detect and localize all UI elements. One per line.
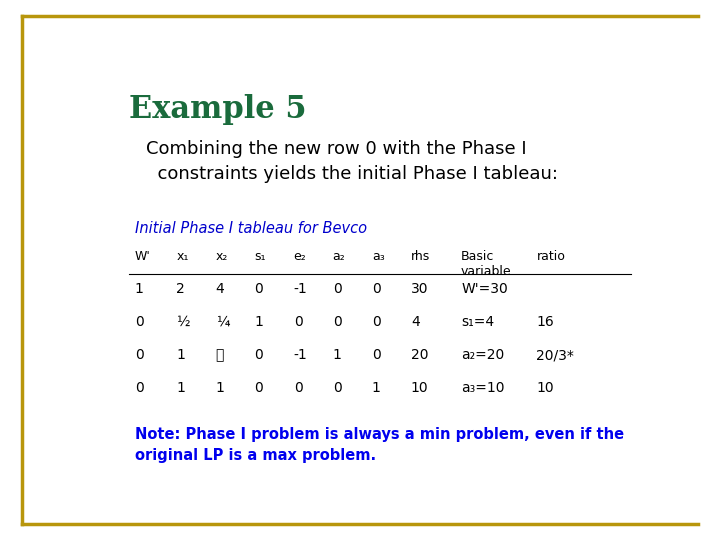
Text: ½: ½ [176,315,190,329]
Text: 0: 0 [294,315,302,329]
Text: 1: 1 [372,381,381,395]
Text: a₃=10: a₃=10 [461,381,505,395]
Text: W'=30: W'=30 [461,281,508,295]
Text: Initial Phase I tableau for Bevco: Initial Phase I tableau for Bevco [135,221,366,236]
Text: 30: 30 [411,281,428,295]
Text: -1: -1 [294,348,307,362]
Text: a₂=20: a₂=20 [461,348,504,362]
Text: rhs: rhs [411,250,430,263]
Text: 0: 0 [372,315,381,329]
Text: Combining the new row 0 with the Phase I
  constraints yields the initial Phase : Combining the new row 0 with the Phase I… [145,140,558,183]
Text: 1: 1 [333,348,341,362]
Text: 0: 0 [333,381,341,395]
Text: ratio: ratio [536,250,565,263]
Text: 10: 10 [536,381,554,395]
Text: 20: 20 [411,348,428,362]
Text: W': W' [135,250,150,263]
Text: 2: 2 [176,281,185,295]
Text: ¼: ¼ [215,315,229,329]
Text: Note: Phase I problem is always a min problem, even if the
original LP is a max : Note: Phase I problem is always a min pr… [135,427,624,463]
Text: 4: 4 [215,281,225,295]
Text: 0: 0 [135,315,143,329]
Text: 1: 1 [176,381,185,395]
Text: s₁: s₁ [255,250,266,263]
Text: 4: 4 [411,315,420,329]
Text: a₃: a₃ [372,250,384,263]
Text: 0: 0 [135,381,143,395]
Text: -1: -1 [294,281,307,295]
Text: 0: 0 [255,381,264,395]
Text: 16: 16 [536,315,554,329]
Text: 0: 0 [255,281,264,295]
Text: x₁: x₁ [176,250,189,263]
Text: 1: 1 [135,281,143,295]
Text: s₁=4: s₁=4 [461,315,494,329]
Text: 1: 1 [255,315,264,329]
Text: Basic
variable: Basic variable [461,250,512,278]
Text: 10: 10 [411,381,428,395]
Text: 0: 0 [333,281,341,295]
Text: x₂: x₂ [215,250,228,263]
Text: Ⓝ: Ⓝ [215,348,224,362]
Text: a₂: a₂ [333,250,346,263]
Text: 0: 0 [333,315,341,329]
Text: e₂: e₂ [294,250,307,263]
Text: 1: 1 [176,348,185,362]
Text: 1: 1 [215,381,225,395]
Text: Example 5: Example 5 [129,94,307,125]
Text: 0: 0 [294,381,302,395]
Text: 20/3*: 20/3* [536,348,575,362]
Text: 0: 0 [135,348,143,362]
Text: 0: 0 [372,281,381,295]
Text: 0: 0 [255,348,264,362]
Text: 0: 0 [372,348,381,362]
